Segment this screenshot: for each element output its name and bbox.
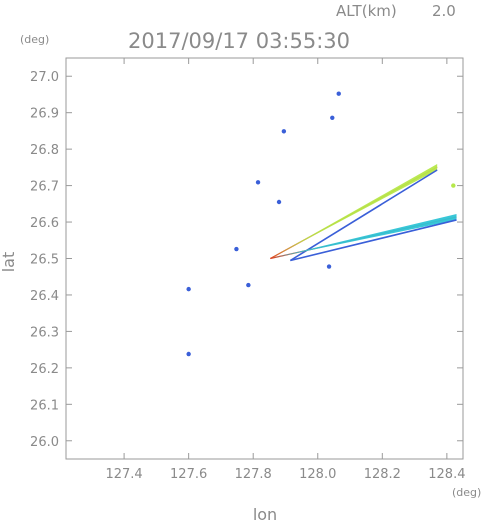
- x-axis-label: lon: [253, 505, 277, 521]
- plot-frame: [65, 57, 464, 460]
- echo-streak-fringe: [289, 169, 438, 262]
- chart-title: 2017/09/17 03:55:30: [128, 29, 350, 53]
- x-unit-label: (deg): [452, 486, 481, 499]
- x-axis-ticks: 127.4 127.6 127.8 128.0 128.2 128.4: [105, 58, 465, 482]
- y-axis-label: lat: [0, 252, 18, 273]
- echo-point: [246, 282, 251, 288]
- y-tick-label: 26.5: [30, 253, 59, 268]
- echo-point: [281, 129, 287, 134]
- y-axis-ticks: 26.0 26.1 26.2 26.3 26.4 26.5 26.6 26.7 26.8 26.9…: [30, 70, 463, 450]
- y-unit-label: (deg): [20, 33, 49, 46]
- y-tick-label: 26.4: [30, 289, 59, 304]
- echo-point: [186, 351, 191, 357]
- echo-point: [336, 91, 341, 96]
- echo-point: [451, 183, 456, 188]
- y-tick-label: 26.7: [30, 180, 59, 195]
- echo-point: [276, 199, 282, 205]
- x-tick-label: 127.4: [105, 467, 142, 482]
- echo-streak-fringe: [290, 219, 457, 262]
- x-tick-label: 128.0: [299, 467, 336, 482]
- y-tick-label: 26.8: [30, 143, 59, 158]
- y-tick-label: 26.3: [30, 325, 59, 340]
- x-tick-label: 128.4: [428, 467, 465, 482]
- altitude-value: 2.0: [432, 2, 456, 20]
- echo-point: [234, 246, 239, 252]
- echo-point: [330, 115, 335, 120]
- echo-streak: [270, 163, 438, 259]
- y-tick-label: 26.0: [30, 435, 59, 450]
- y-tick-label: 26.9: [30, 107, 59, 122]
- y-tick-label: 26.6: [30, 216, 59, 231]
- echo-point: [255, 180, 261, 185]
- echo-point: [186, 286, 191, 292]
- x-tick-label: 128.2: [364, 467, 401, 482]
- altitude-label: ALT(km): [336, 2, 397, 20]
- radar-echoes: [186, 91, 457, 357]
- y-tick-label: 26.2: [30, 362, 59, 377]
- y-tick-label: 26.1: [30, 398, 59, 413]
- echo-point: [326, 264, 332, 269]
- echo-streak: [270, 213, 457, 259]
- y-tick-label: 27.0: [30, 70, 59, 85]
- x-tick-label: 127.6: [170, 467, 207, 482]
- x-tick-label: 127.8: [235, 467, 272, 482]
